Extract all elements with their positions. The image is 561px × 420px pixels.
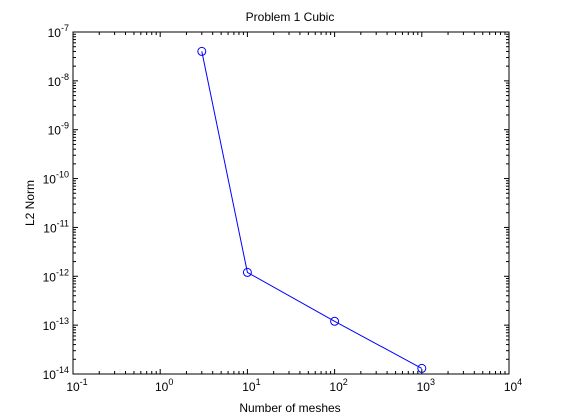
data-point [242,267,252,277]
series-line [201,51,423,369]
x-tick-label: 101 [242,377,260,394]
x-tick-label: 104 [504,377,522,394]
y-tick-label: 10-12 [43,267,69,284]
y-tick-label: 10-8 [48,72,69,89]
x-tick-label: 103 [417,377,435,394]
data-point [197,46,207,56]
y-tick-label: 10-11 [43,218,69,235]
x-tick-label: 10-1 [66,377,87,394]
series-layer [197,46,427,373]
data-point [330,316,340,326]
x-axis-ticks: 10-1 100 101 102 103 104 [66,32,522,394]
y-tick-label: 10-10 [43,170,69,187]
chart-title: Problem 1 Cubic [246,10,335,24]
y-tick-label: 10-9 [48,121,69,138]
y-tick-label: 10-13 [43,316,69,333]
plot-area [72,31,510,375]
y-tick-label: 10-14 [43,365,69,382]
data-point [417,363,427,373]
x-tick-label: 102 [329,377,347,394]
y-axis-ticks: 10-14 10-13 10-12 10-11 10-10 10-9 10-8 10-7 [43,23,509,382]
x-axis-label: Number of meshes [239,401,340,415]
y-axis-label: L2 Norm [23,180,37,226]
x-tick-label: 100 [155,377,173,394]
y-tick-label: 10-7 [48,23,69,40]
